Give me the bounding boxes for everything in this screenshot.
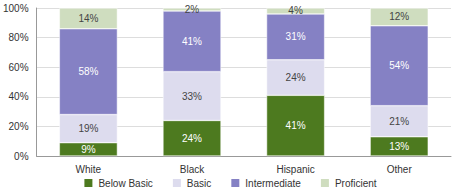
svg-text:14%: 14%	[78, 13, 98, 24]
svg-text:54%: 54%	[389, 60, 409, 71]
svg-text:100%: 100%	[3, 3, 29, 14]
svg-text:20%: 20%	[9, 121, 29, 132]
svg-text:13%: 13%	[389, 141, 409, 152]
svg-text:24%: 24%	[286, 72, 306, 83]
svg-text:Proficient: Proficient	[335, 178, 377, 189]
svg-text:Basic: Basic	[187, 178, 211, 189]
svg-text:19%: 19%	[78, 123, 98, 134]
svg-text:80%: 80%	[9, 32, 29, 43]
svg-text:31%: 31%	[286, 31, 306, 42]
svg-text:21%: 21%	[389, 116, 409, 127]
svg-text:Intermediate: Intermediate	[245, 178, 301, 189]
svg-text:9%: 9%	[81, 144, 96, 155]
svg-text:24%: 24%	[182, 133, 202, 144]
svg-text:12%: 12%	[389, 11, 409, 22]
svg-text:2%: 2%	[185, 4, 200, 15]
svg-text:41%: 41%	[182, 36, 202, 47]
svg-text:Black: Black	[180, 164, 205, 175]
svg-text:0%: 0%	[14, 151, 29, 162]
svg-text:White: White	[76, 164, 102, 175]
svg-text:33%: 33%	[182, 91, 202, 102]
svg-text:Other: Other	[387, 164, 413, 175]
svg-text:4%: 4%	[288, 5, 303, 16]
svg-text:58%: 58%	[78, 66, 98, 77]
svg-text:Below Basic: Below Basic	[98, 178, 152, 189]
svg-text:Hispanic: Hispanic	[276, 164, 314, 175]
svg-text:40%: 40%	[9, 91, 29, 102]
svg-text:60%: 60%	[9, 62, 29, 73]
svg-text:41%: 41%	[286, 120, 306, 131]
